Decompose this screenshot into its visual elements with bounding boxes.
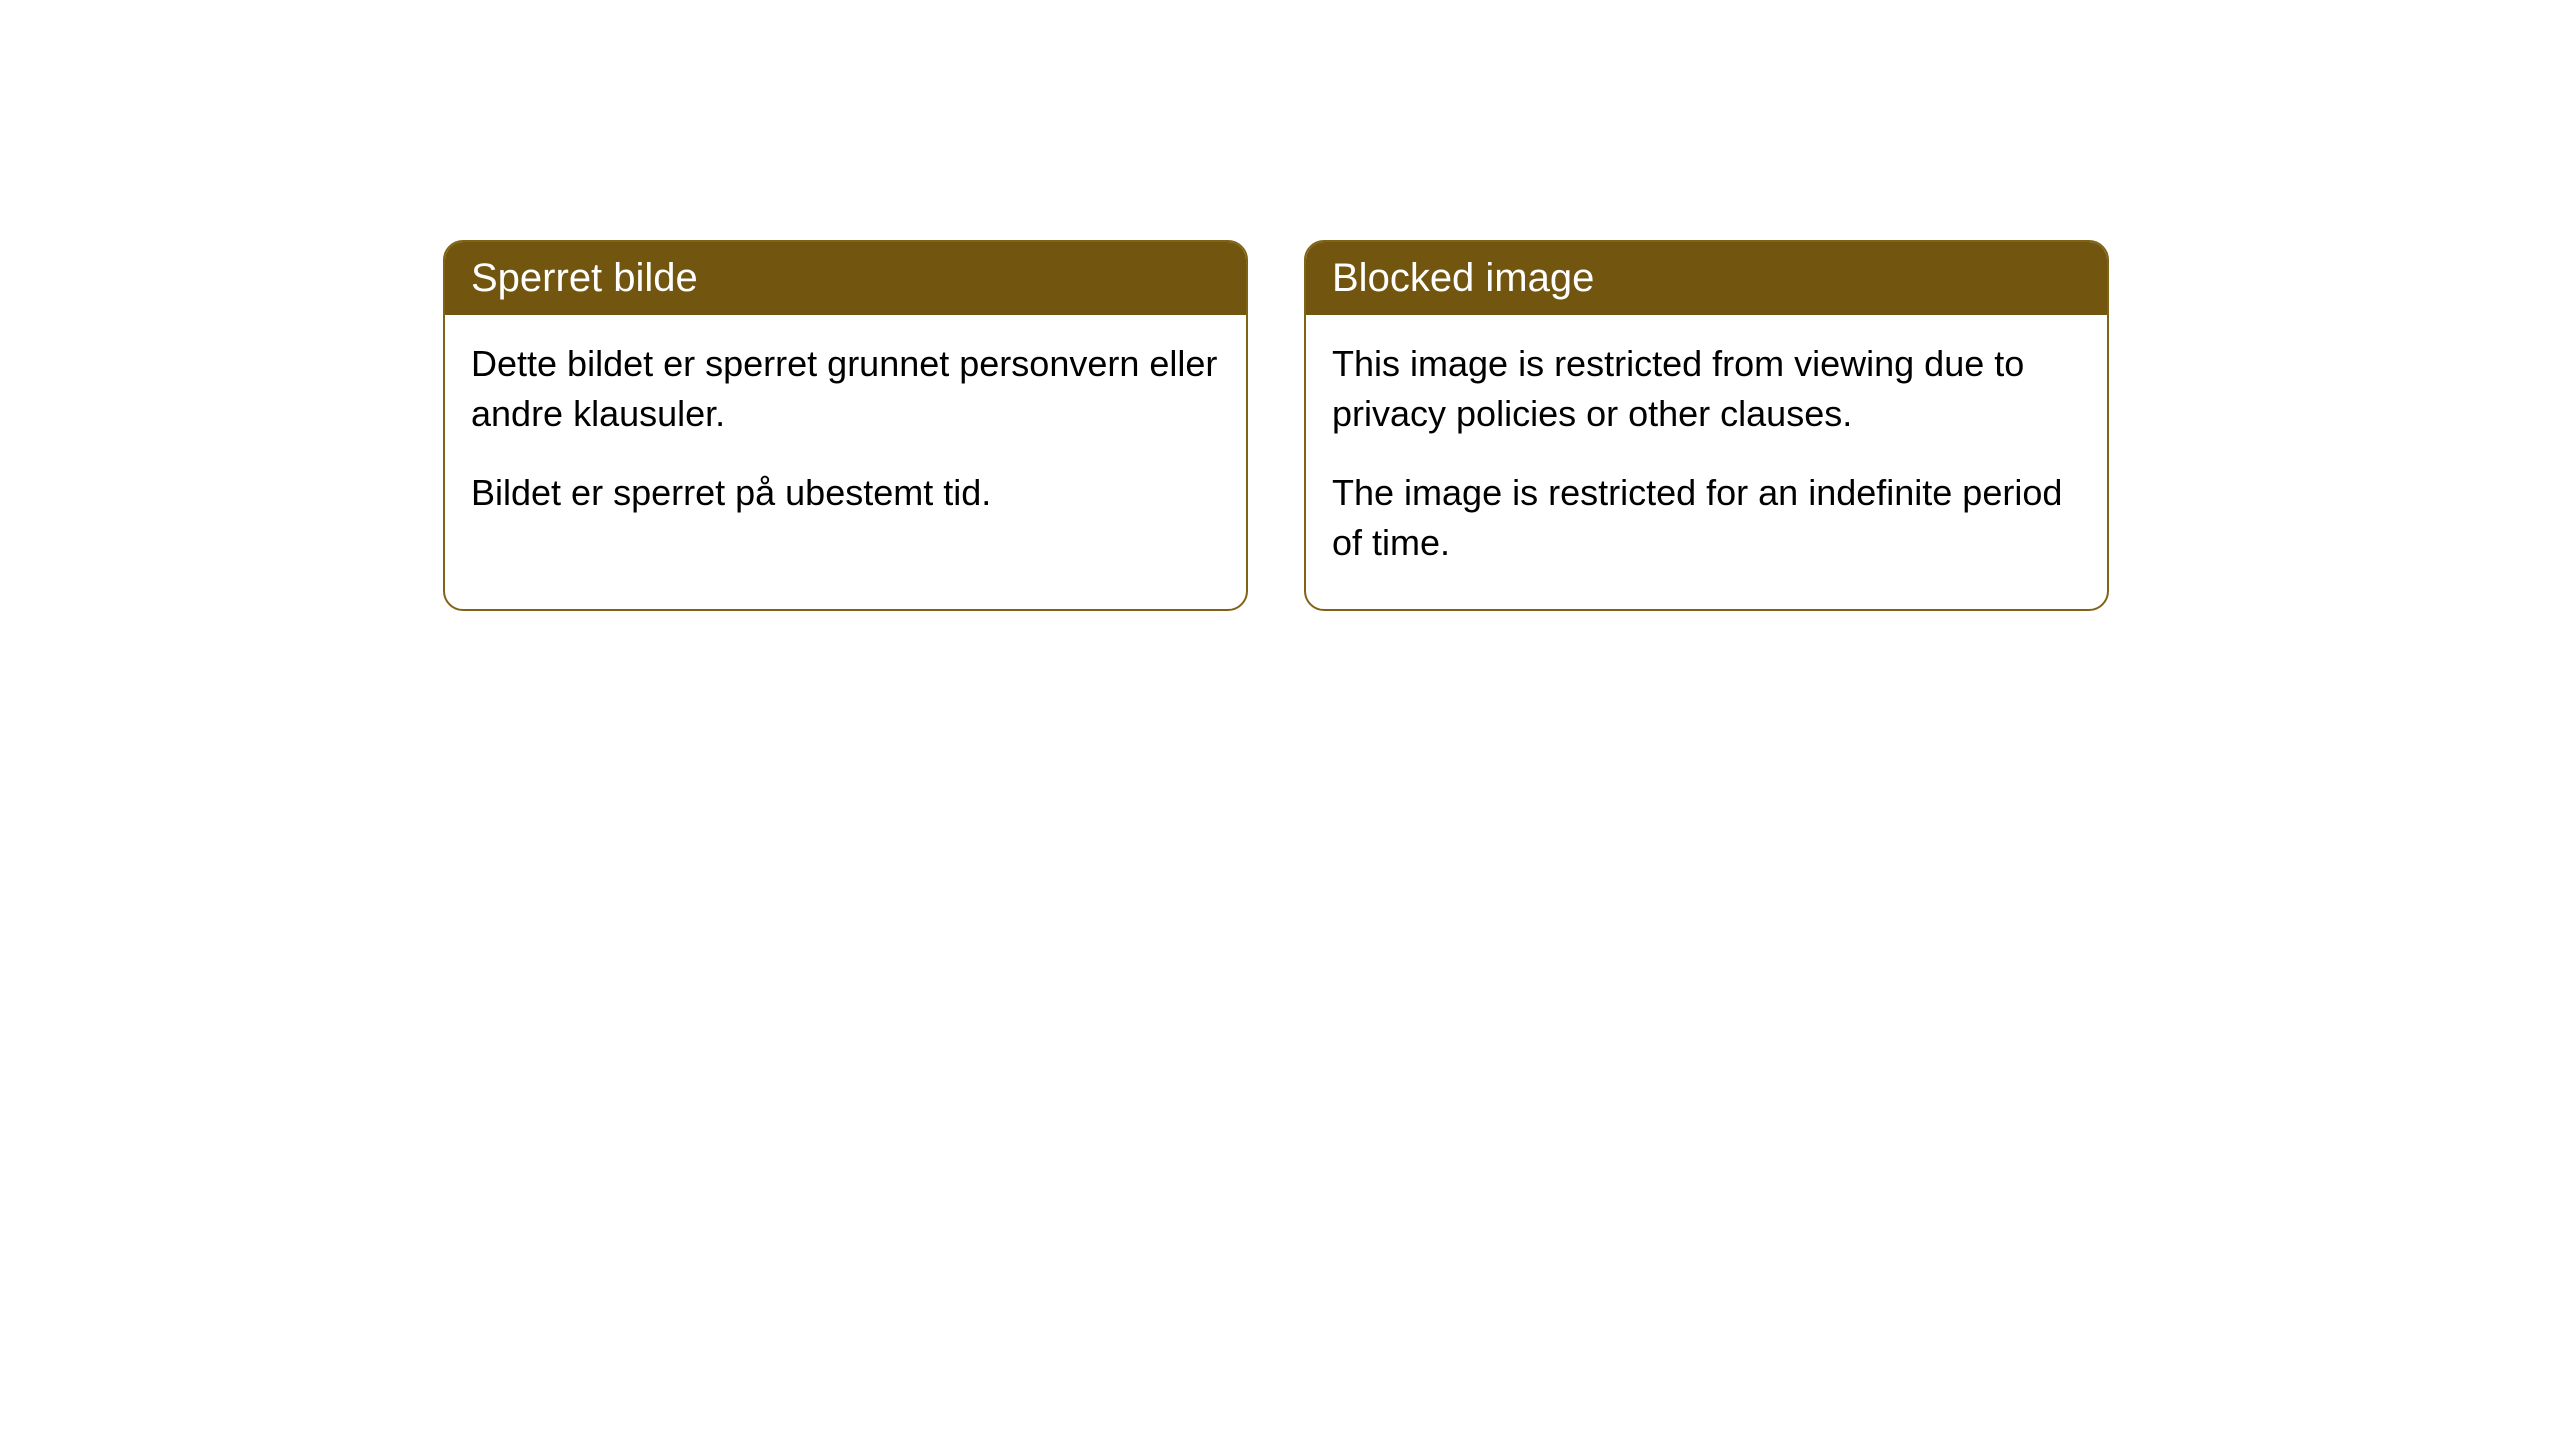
card-header-english: Blocked image (1306, 242, 2107, 315)
card-paragraph: The image is restricted for an indefinit… (1332, 468, 2081, 569)
notice-card-english: Blocked image This image is restricted f… (1304, 240, 2109, 611)
notice-card-norwegian: Sperret bilde Dette bildet er sperret gr… (443, 240, 1248, 611)
card-title: Blocked image (1332, 256, 1594, 300)
card-body-english: This image is restricted from viewing du… (1306, 315, 2107, 609)
notice-cards-container: Sperret bilde Dette bildet er sperret gr… (443, 240, 2109, 611)
card-body-norwegian: Dette bildet er sperret grunnet personve… (445, 315, 1246, 558)
card-title: Sperret bilde (471, 256, 698, 300)
card-header-norwegian: Sperret bilde (445, 242, 1246, 315)
card-paragraph: This image is restricted from viewing du… (1332, 339, 2081, 440)
card-paragraph: Dette bildet er sperret grunnet personve… (471, 339, 1220, 440)
card-paragraph: Bildet er sperret på ubestemt tid. (471, 468, 1220, 518)
